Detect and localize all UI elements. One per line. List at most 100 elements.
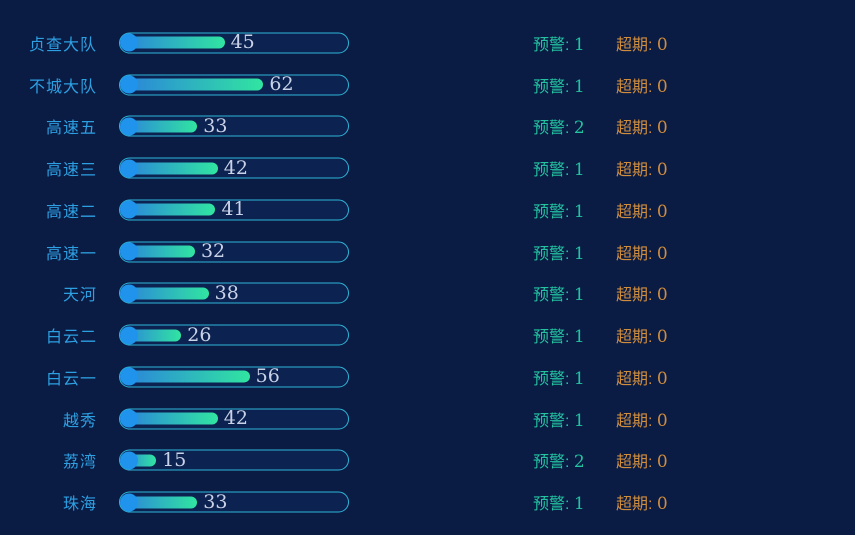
progress-dot-icon: [120, 493, 138, 512]
progress-fill: [122, 120, 198, 133]
overdue-value: 0: [656, 327, 668, 348]
brigade-row: 天河 38 预警: 1 超期: 0: [0, 273, 855, 315]
warning-stat: 预警: 2: [533, 114, 585, 138]
brigade-label: 越秀: [62, 412, 97, 430]
progress-value: 15: [162, 448, 187, 471]
progress-bar: 38: [119, 281, 349, 304]
overdue-label: 超期: [616, 203, 649, 221]
warning-label: 预警: [533, 496, 566, 514]
overdue-label: 超期: [616, 412, 649, 430]
overdue-separator: :: [648, 329, 657, 347]
brigade-label: 白云一: [45, 370, 97, 388]
progress-dot-icon: [120, 33, 138, 52]
warning-separator: :: [565, 245, 574, 263]
brigade-row: 高速三 42 预警: 1 超期: 0: [0, 147, 855, 189]
warning-separator: :: [565, 454, 574, 472]
brigade-row: 珠海 33 预警: 1 超期: 0: [0, 481, 855, 523]
warning-value: 1: [573, 285, 585, 306]
overdue-label: 超期: [616, 454, 649, 472]
brigade-row: 不城大队 62 预警: 1 超期: 0: [0, 64, 855, 106]
brigade-row: 高速二 41 预警: 1 超期: 0: [0, 189, 855, 231]
brigade-row: 越秀 42 预警: 1 超期: 0: [0, 398, 855, 440]
progress-fill: [122, 162, 218, 175]
brigade-row: 白云一 56 预警: 1 超期: 0: [0, 356, 855, 398]
overdue-value: 0: [656, 160, 668, 181]
overdue-separator: :: [648, 120, 657, 138]
progress-bar: 42: [119, 156, 349, 179]
warning-value: 1: [573, 410, 585, 431]
brigade-label: 不城大队: [28, 78, 97, 96]
progress-value: 42: [223, 156, 248, 179]
progress-dot-icon: [120, 409, 138, 428]
overdue-label: 超期: [616, 370, 649, 388]
brigade-label: 白云二: [45, 329, 97, 347]
warning-value: 1: [573, 368, 585, 389]
progress-fill: [122, 203, 216, 216]
progress-dot-icon: [120, 75, 138, 94]
warning-label: 预警: [533, 78, 566, 96]
overdue-separator: :: [648, 496, 657, 514]
overdue-stat: 超期: 0: [616, 281, 668, 305]
warning-label: 预警: [533, 36, 566, 54]
brigade-label: 高速五: [45, 120, 97, 138]
brigade-label: 贞查大队: [28, 36, 97, 54]
brigade-label: 天河: [62, 287, 97, 305]
warning-stat: 预警: 1: [533, 365, 585, 389]
overdue-value: 0: [656, 285, 668, 306]
progress-bar: 33: [119, 490, 349, 513]
progress-value: 56: [255, 365, 280, 388]
progress-value: 38: [214, 281, 239, 304]
warning-stat: 预警: 1: [533, 240, 585, 264]
overdue-label: 超期: [616, 245, 649, 263]
progress-dot-icon: [120, 159, 138, 178]
overdue-stat: 超期: 0: [616, 448, 668, 472]
warning-label: 预警: [533, 120, 566, 138]
brigade-row: 高速一 32 预警: 1 超期: 0: [0, 231, 855, 273]
warning-stat: 预警: 1: [533, 198, 585, 222]
progress-dot-icon: [120, 284, 138, 303]
overdue-value: 0: [656, 118, 668, 139]
progress-value: 33: [203, 490, 228, 513]
warning-label: 预警: [533, 412, 566, 430]
progress-fill: [122, 245, 195, 258]
brigade-label: 珠海: [62, 496, 97, 514]
brigade-label: 高速一: [45, 245, 97, 263]
warning-stat: 预警: 2: [533, 448, 585, 472]
warning-separator: :: [565, 162, 574, 180]
warning-separator: :: [565, 496, 574, 514]
warning-label: 预警: [533, 162, 566, 180]
overdue-label: 超期: [616, 162, 649, 180]
overdue-value: 0: [656, 494, 668, 515]
progress-bar: 41: [119, 198, 349, 221]
progress-bar: 15: [119, 448, 349, 471]
warning-label: 预警: [533, 203, 566, 221]
overdue-stat: 超期: 0: [616, 73, 668, 97]
progress-bar: 33: [119, 115, 349, 137]
warning-value: 1: [573, 327, 585, 348]
overdue-stat: 超期: 0: [616, 407, 668, 431]
brigade-row: 贞查大队 45 预警: 1 超期: 0: [0, 22, 855, 64]
overdue-value: 0: [656, 76, 668, 97]
warning-separator: :: [565, 329, 574, 347]
warning-separator: :: [565, 120, 574, 138]
progress-value: 41: [221, 198, 246, 221]
overdue-label: 超期: [616, 287, 649, 305]
warning-value: 1: [573, 160, 585, 181]
progress-bar: 42: [119, 408, 349, 430]
overdue-separator: :: [648, 412, 657, 430]
warning-value: 1: [573, 494, 585, 515]
overdue-stat: 超期: 0: [616, 323, 668, 347]
progress-dot-icon: [120, 117, 138, 136]
overdue-value: 0: [656, 34, 668, 55]
overdue-separator: :: [648, 287, 657, 305]
overdue-separator: :: [648, 36, 657, 54]
warning-separator: :: [565, 78, 574, 96]
warning-separator: :: [565, 287, 574, 305]
progress-dot-icon: [120, 326, 138, 345]
progress-fill: [122, 496, 198, 509]
overdue-label: 超期: [616, 120, 649, 138]
warning-value: 1: [573, 201, 585, 222]
overdue-separator: :: [648, 78, 657, 96]
warning-label: 预警: [533, 370, 566, 388]
warning-value: 1: [573, 243, 585, 264]
